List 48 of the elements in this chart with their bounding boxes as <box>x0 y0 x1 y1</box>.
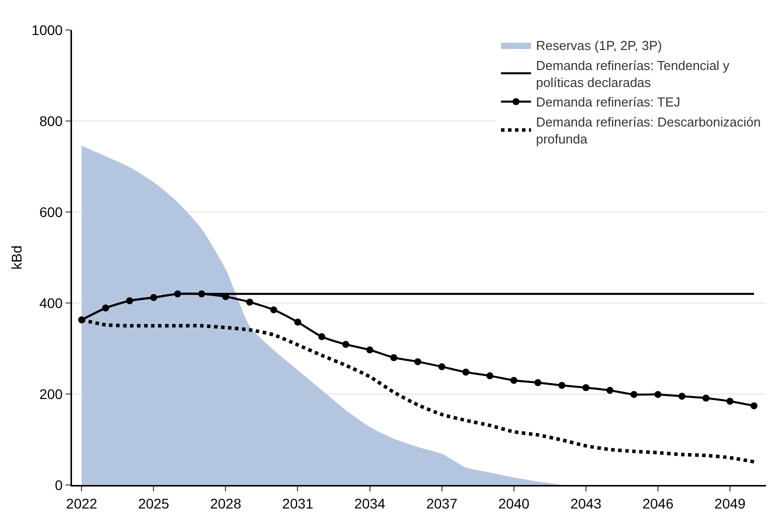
x-tick-label: 2028 <box>210 495 242 512</box>
point <box>366 346 374 354</box>
point <box>558 382 566 389</box>
y-tick-label: 1000 <box>32 22 63 38</box>
y-tick-label: 400 <box>39 294 63 311</box>
x-tick-label: 2037 <box>426 495 458 512</box>
point <box>678 392 686 400</box>
y-tick-label: 0 <box>54 476 63 493</box>
point <box>150 294 158 302</box>
point <box>510 376 518 384</box>
point <box>294 318 302 326</box>
point <box>198 290 206 298</box>
y-tick-label: 200 <box>39 386 63 402</box>
x-tick-label: 2040 <box>498 495 530 512</box>
point <box>486 372 494 380</box>
legend-label: Demanda refinerías: Descarbonización profunda <box>536 114 761 147</box>
x-tick-label: 2043 <box>570 495 602 512</box>
legend-label: Demanda refinerías: Tendencial y políticas declaradas <box>536 58 730 90</box>
point <box>726 398 734 405</box>
x-tick-label: 2031 <box>282 495 314 512</box>
point <box>318 333 326 340</box>
x-tick-label: 2046 <box>642 495 674 512</box>
point <box>414 358 422 366</box>
point <box>246 298 254 306</box>
point <box>270 306 278 314</box>
legend-label: Reservas (1P, 2P, 3P) <box>536 38 662 54</box>
y-tick-label: 800 <box>39 112 63 129</box>
x-tick-label: 2022 <box>66 495 98 512</box>
y-tick-label: 600 <box>39 204 63 220</box>
point <box>342 340 350 348</box>
point <box>462 368 470 376</box>
point <box>102 304 110 312</box>
x-tick-label: 2034 <box>354 495 386 512</box>
point <box>654 390 662 398</box>
point <box>750 402 758 410</box>
x-tick-label: 2025 <box>138 495 170 512</box>
y-axis-title: kBd <box>8 245 24 270</box>
point <box>534 379 542 386</box>
x-tick-label: 2049 <box>714 495 746 512</box>
point <box>606 386 614 394</box>
point <box>702 394 710 402</box>
point <box>438 363 446 370</box>
point <box>582 384 590 392</box>
point <box>630 390 638 398</box>
point <box>126 297 134 304</box>
legend-label: Demanda refinerías: TEJ <box>536 94 680 110</box>
point <box>390 354 398 362</box>
point <box>174 290 182 298</box>
